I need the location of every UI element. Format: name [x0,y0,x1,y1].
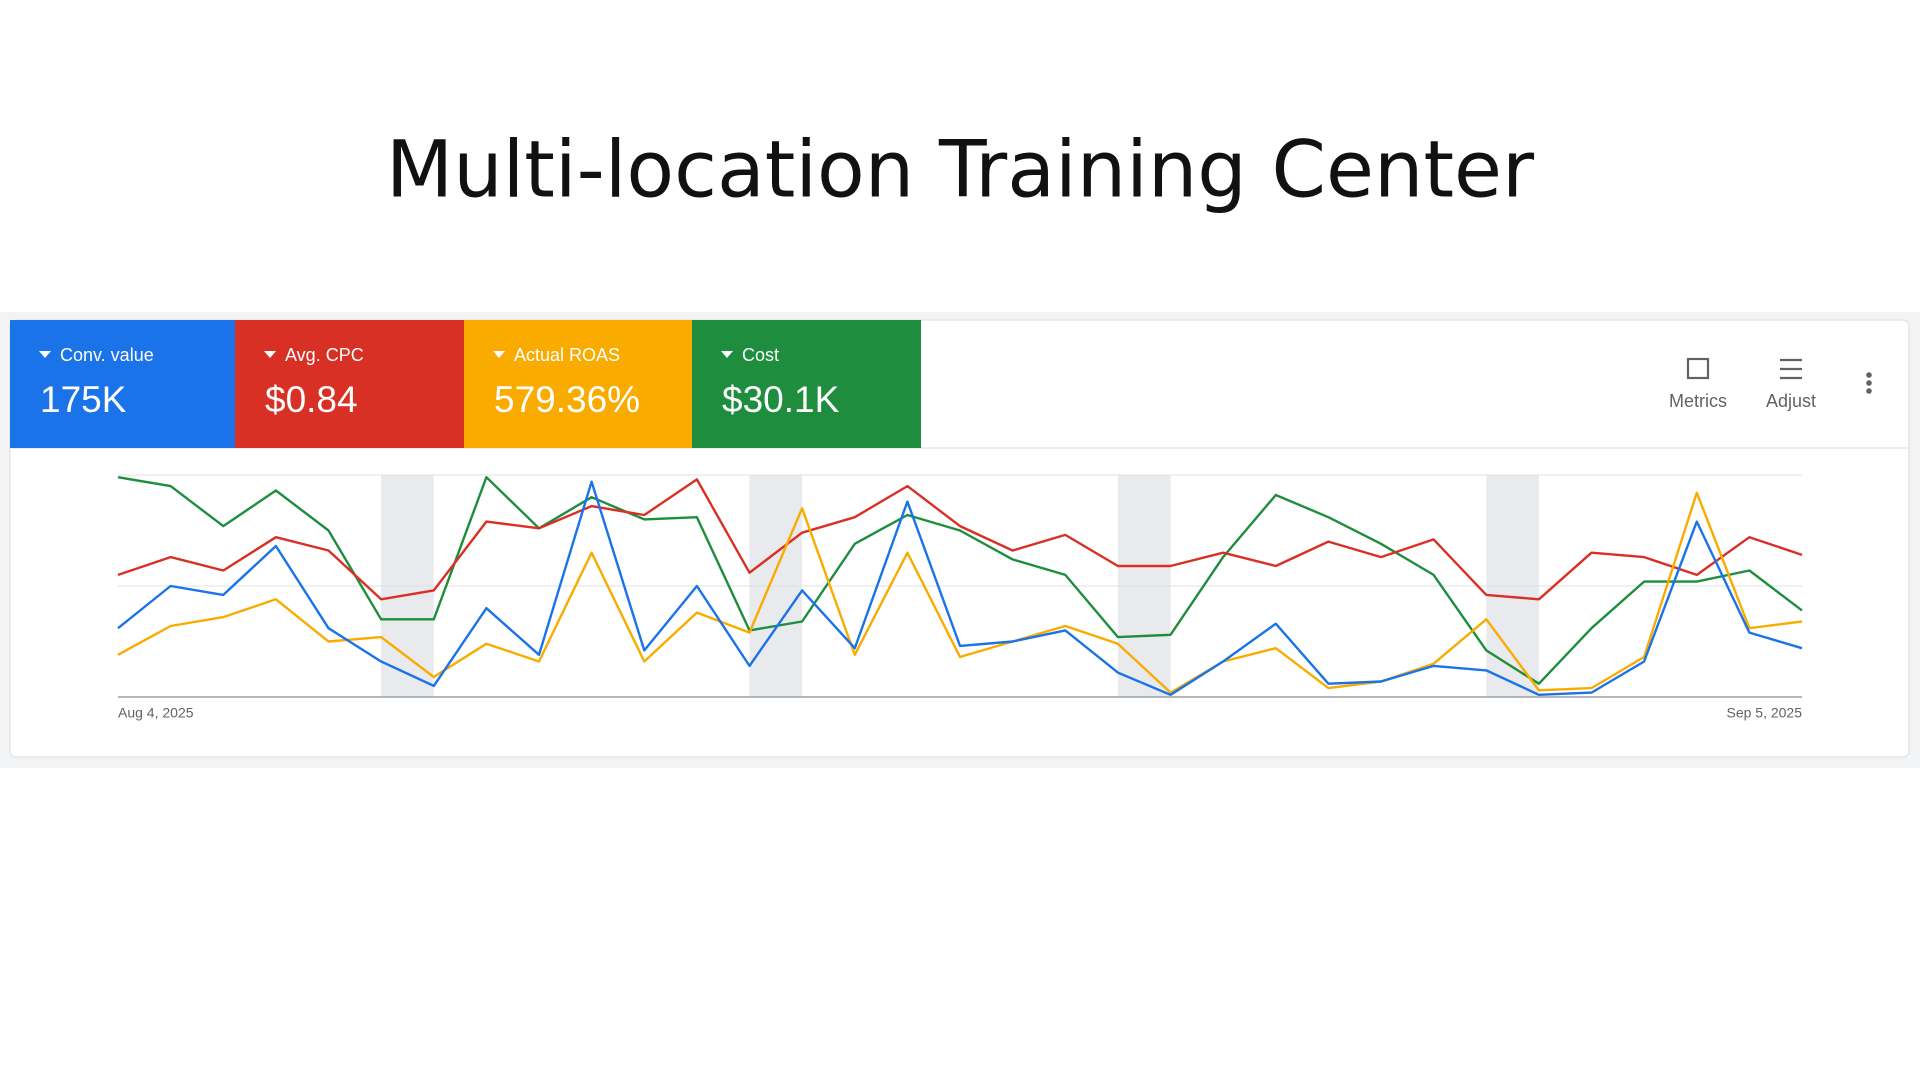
series-line [117,476,1803,685]
scorecard-bg [235,320,464,448]
x-tick-label: Sep 5, 2025 [1726,705,1802,721]
dropdown-arrow [264,351,276,358]
scorecard[interactable]: Avg. CPC $0.84 [235,320,464,448]
scorecard[interactable]: Actual ROAS 579.36% [464,320,692,448]
series-line [117,480,1803,696]
dropdown-arrow [39,351,51,358]
scorecard-label: Cost [742,345,779,365]
scorecard-value: $0.84 [265,379,358,420]
scorecard-value: 579.36% [494,379,640,420]
scorecard-value: 175K [40,379,127,420]
x-tick-label: Aug 4, 2025 [118,705,194,721]
metrics-icon [1686,357,1710,380]
metrics-button[interactable]: Metrics [1669,357,1727,411]
more-button[interactable] [1866,372,1872,394]
series-line [117,478,1803,601]
adjust-label: Adjust [1766,391,1816,411]
adjust-icon [1780,358,1802,380]
scorecard-bg [10,320,235,448]
adjust-button[interactable]: Adjust [1766,358,1816,411]
scorecard-label: Avg. CPC [285,345,364,365]
series-line [117,491,1803,694]
scorecard-label: Conv. value [60,345,154,365]
scorecard-bg [692,320,921,448]
scorecard-label: Actual ROAS [514,345,620,365]
page-title: Multi-location Training Center [386,125,1535,215]
scorecard[interactable]: Cost $30.1K [692,320,921,448]
metrics-label: Metrics [1669,391,1727,411]
scorecard-bg [464,320,692,448]
dropdown-arrow [493,351,505,358]
scorecard[interactable]: Conv. value 175K [10,320,235,448]
scorecard-value: $30.1K [722,379,840,420]
dropdown-arrow [721,351,733,358]
